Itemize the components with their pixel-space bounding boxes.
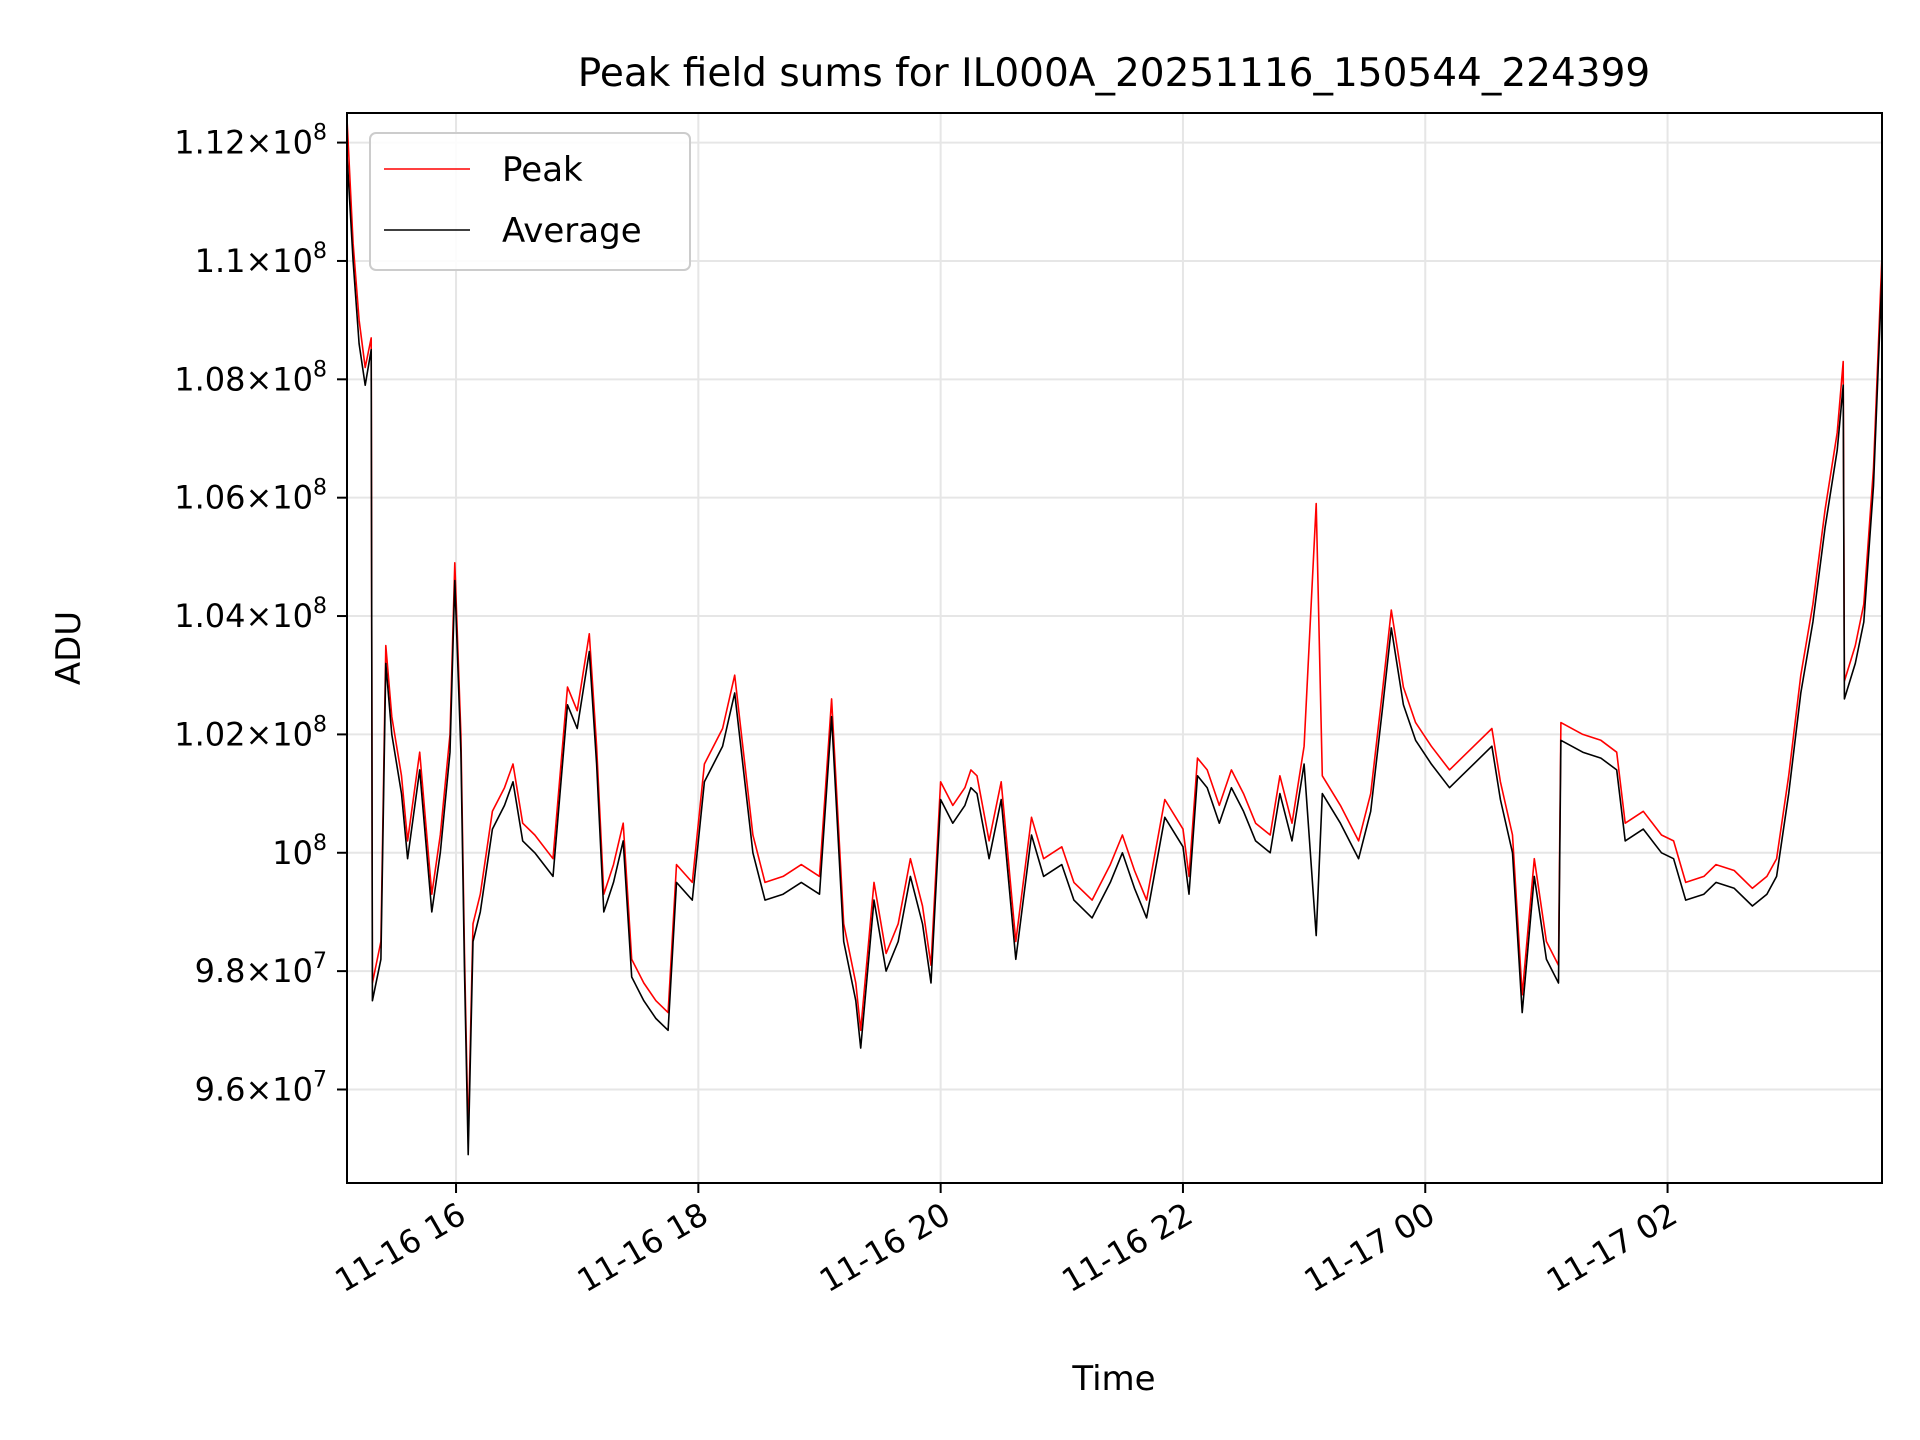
y-tick-label: 9.8×107 [195,949,327,990]
series-layer [347,118,1882,1156]
y-tick-label: 1.04×108 [174,594,327,635]
chart-title: Peak field sums for IL000A_20251116_1505… [578,51,1650,96]
y-tick-label: 1.08×108 [174,357,327,398]
legend-box [369,132,691,271]
series-line-average [347,154,1882,1156]
y-axis: 9.6×1079.8×1071081.02×1081.04×1081.06×10… [174,121,347,1108]
y-tick-label: 1.06×108 [174,476,327,517]
y-tick-label: 9.6×107 [195,1067,327,1108]
y-tick-label: 1.1×108 [195,239,327,280]
y-tick-label: 1.12×108 [174,121,327,162]
y-axis-label: ADU [49,611,89,685]
grid [347,113,1882,1183]
legend: Peak Average [369,132,691,271]
legend-average-label: Average [502,211,642,251]
legend-peak-label: Peak [502,150,583,190]
x-axis-label: Time [1071,1359,1155,1399]
y-tick-label: 1.02×108 [174,712,327,753]
plot-frame [346,112,1883,1184]
series-line-peak [347,118,1882,1138]
